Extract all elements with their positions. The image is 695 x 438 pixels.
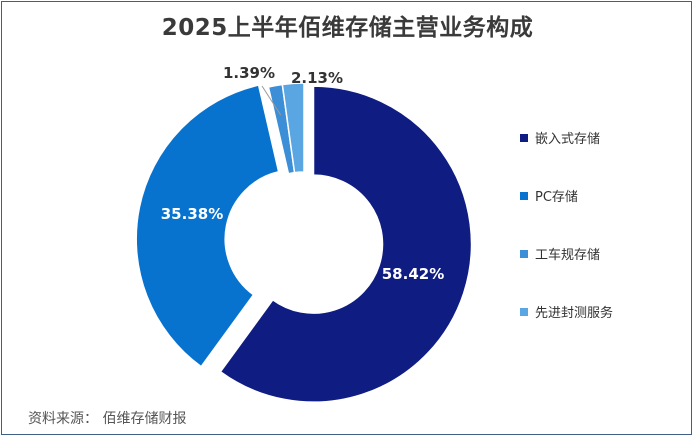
legend-label-packaging-testing: 先进封测服务 — [535, 306, 614, 321]
legend-swatch-auto-industrial-storage — [520, 249, 528, 258]
slice-pc-storage — [135, 84, 280, 368]
chart-title: 2025上半年佰维存储主营业务构成 — [161, 15, 534, 41]
legend-item-pc-storage: PC存储 — [520, 186, 578, 205]
legend-label-pc-storage: PC存储 — [535, 190, 578, 205]
data-label-embedded-storage: 58.42% — [382, 265, 444, 283]
legend-item-embedded-storage: 嵌入式存储 — [520, 128, 600, 147]
data-label-auto-industrial-storage: 1.39% — [223, 64, 275, 82]
legend-label-embedded-storage: 嵌入式存储 — [535, 132, 601, 147]
legend-swatch-packaging-testing — [520, 307, 528, 316]
slice-packaging-testing — [281, 82, 305, 174]
legend-item-auto-industrial-storage: 工车规存储 — [520, 244, 600, 263]
data-label-pc-storage: 35.38% — [161, 205, 223, 223]
legend-item-packaging-testing: 先进封测服务 — [520, 302, 613, 321]
slice-embedded-storage — [219, 85, 473, 403]
legend-swatch-embedded-storage — [520, 133, 528, 142]
leader-line-auto-industrial-storage — [261, 85, 282, 116]
source-note: 资料来源： 佰维存储财报 — [28, 411, 187, 427]
legend-label-auto-industrial-storage: 工车规存储 — [535, 248, 601, 263]
data-label-packaging-testing: 2.13% — [291, 69, 343, 87]
legend-swatch-pc-storage — [520, 191, 528, 200]
